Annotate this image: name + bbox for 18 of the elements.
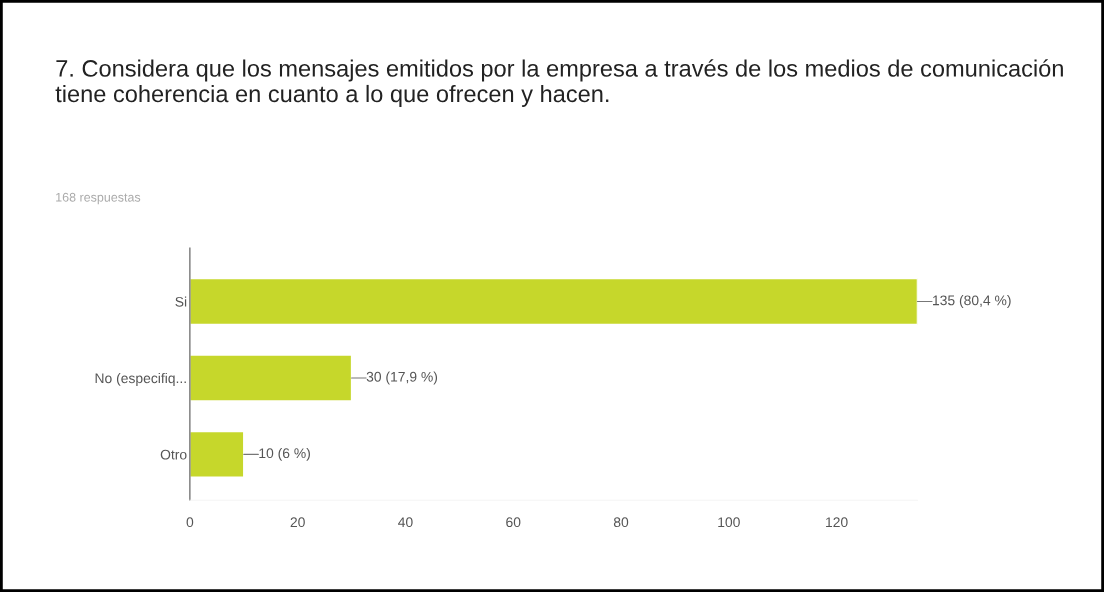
x-tick-label: 40	[398, 517, 413, 528]
x-tick-label: 0	[186, 517, 194, 528]
bar	[189, 354, 353, 402]
data-label: 30 (17,9 %)	[366, 371, 438, 385]
data-label: 10 (6 %)	[259, 447, 310, 461]
bar	[189, 277, 918, 326]
x-tick-label: 100	[718, 517, 740, 528]
y-tick-label: Otro	[160, 449, 187, 460]
x-tick-label: 60	[506, 517, 521, 528]
x-tick-label: 80	[613, 517, 629, 528]
x-tick-label: 120	[826, 517, 848, 528]
y-tick-label: Si	[175, 296, 187, 307]
chart-title: 7. Considera que los mensajes emitidos por la empresa a través de los medios de comunicación tiene coherencia en cuanto a lo que ofrecen y hacen.	[55, 59, 1063, 107]
y-tick-label: No (especifiq...	[95, 372, 186, 386]
bar	[189, 430, 245, 479]
chart-subtitle: 168 respuestas	[56, 192, 141, 205]
data-label: 135 (80,4 %)	[933, 295, 1011, 309]
x-tick-label: 20	[290, 517, 305, 528]
